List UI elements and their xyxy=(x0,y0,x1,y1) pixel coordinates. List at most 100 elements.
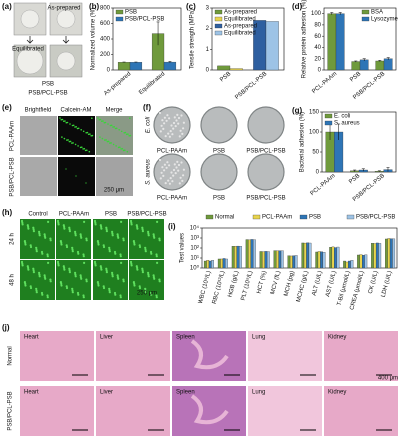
x-tick-label: PLT (10⁹/L) xyxy=(240,270,255,301)
cell xyxy=(60,243,63,246)
cell xyxy=(68,269,71,272)
label: PSB/PCL-PSB xyxy=(246,196,285,202)
cell xyxy=(116,276,119,279)
micrograph xyxy=(96,116,133,155)
colony xyxy=(172,168,176,172)
cell xyxy=(158,280,161,283)
cell xyxy=(40,250,44,254)
y-tick-label: 0 xyxy=(318,68,322,74)
cell xyxy=(152,235,155,238)
y-tick-label: 1 xyxy=(206,47,210,53)
legend-label: PSB/PCL-PSB xyxy=(356,215,395,221)
bar xyxy=(250,239,254,269)
cell xyxy=(107,123,109,125)
cell xyxy=(60,282,63,285)
bar xyxy=(217,258,221,269)
bar xyxy=(278,250,282,269)
cell xyxy=(94,262,97,265)
cell xyxy=(86,131,89,134)
y-tick-label: 800 xyxy=(100,6,111,12)
cell xyxy=(60,284,63,287)
label: PCL-PAAm xyxy=(157,196,187,202)
bar xyxy=(350,260,354,269)
cell xyxy=(158,278,161,281)
bar xyxy=(308,242,312,269)
cell xyxy=(107,140,110,143)
cell xyxy=(85,280,88,283)
cell xyxy=(114,252,117,255)
cell xyxy=(40,291,44,295)
cell xyxy=(93,219,97,223)
cell xyxy=(43,274,46,277)
cell xyxy=(121,147,124,150)
bar xyxy=(234,246,237,269)
bar xyxy=(375,60,385,71)
colony xyxy=(181,179,184,182)
cell xyxy=(20,219,24,223)
cell xyxy=(141,228,144,231)
cell xyxy=(32,271,36,274)
bar xyxy=(259,251,263,269)
colony xyxy=(158,158,162,162)
label: (f) xyxy=(143,103,151,112)
cell xyxy=(38,271,41,274)
label: 250 μm xyxy=(137,291,157,297)
cell xyxy=(100,227,103,230)
cell xyxy=(74,271,77,274)
cell xyxy=(135,224,138,227)
cell xyxy=(63,225,66,228)
cell xyxy=(35,246,38,249)
colony xyxy=(182,127,185,130)
colony xyxy=(179,129,182,132)
cell xyxy=(29,286,33,290)
colony xyxy=(168,117,171,120)
bar xyxy=(129,62,143,71)
cell xyxy=(141,267,144,270)
cell xyxy=(24,284,27,287)
label: Heart xyxy=(24,335,39,341)
cell xyxy=(147,234,150,237)
micrograph xyxy=(20,219,55,259)
bar xyxy=(315,251,319,269)
histology xyxy=(96,386,170,436)
y-tick-label: 100 xyxy=(309,130,320,136)
error-bar xyxy=(168,61,172,63)
dish xyxy=(247,106,285,144)
cell xyxy=(20,260,24,264)
cell xyxy=(122,278,125,281)
label: Spleen xyxy=(176,390,195,396)
label: Normal xyxy=(8,346,14,365)
cell xyxy=(27,225,30,228)
cell xyxy=(79,274,82,277)
cell xyxy=(61,118,64,121)
label: Test values xyxy=(180,233,186,263)
cell xyxy=(68,140,71,143)
cell xyxy=(152,276,155,279)
legend-swatch xyxy=(324,113,333,119)
x-tick-label: RBC (10¹²/L) xyxy=(212,270,227,304)
cell xyxy=(27,266,30,269)
cell xyxy=(129,117,131,119)
cell xyxy=(98,118,101,121)
colony xyxy=(177,122,180,125)
cell xyxy=(124,149,126,151)
colony xyxy=(181,132,184,135)
label: (g) xyxy=(292,106,303,115)
cell xyxy=(77,145,79,147)
legend-swatch xyxy=(252,214,261,220)
cell xyxy=(150,252,153,255)
cell xyxy=(76,250,80,254)
label: 250 μm xyxy=(104,188,124,194)
cell xyxy=(59,281,63,284)
y-tick-label: 3 xyxy=(206,6,210,12)
cell xyxy=(101,137,104,140)
cell xyxy=(133,284,136,287)
colony xyxy=(162,127,165,130)
cell xyxy=(115,127,118,130)
cell xyxy=(35,250,38,253)
bar xyxy=(334,247,337,269)
legend-label: Equilibrated xyxy=(224,17,256,23)
cell xyxy=(74,234,77,237)
label: S. aureus xyxy=(146,159,152,185)
cell xyxy=(113,291,117,295)
